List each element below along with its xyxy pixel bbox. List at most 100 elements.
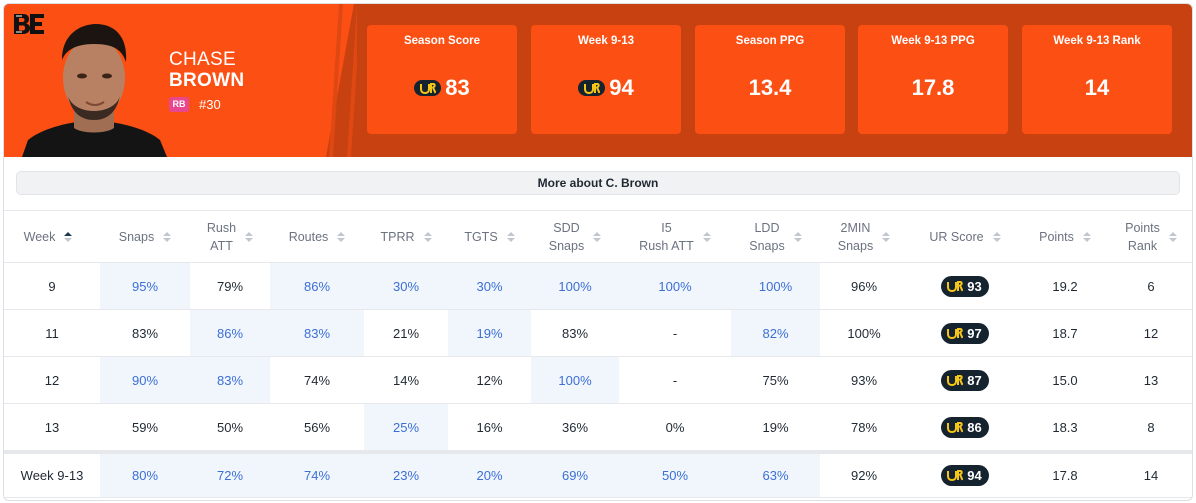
stat-box-season-score: Season Score 83 [367,25,517,134]
column-header-tgts[interactable]: TGTS [448,211,531,263]
cell-snaps: 59% [131,419,159,435]
stat-box-week-ppg: Week 9-13 PPG 17.8 [858,25,1008,134]
cell-tprr: 25% [364,404,448,450]
header-stripe [347,4,357,157]
table-row: 13 59% 50% 56% 25% 16% 36% 0% 19% 78% 86 18.3 8 [4,404,1192,451]
stat-value: 94 [609,75,634,100]
stat-label: Week 9-13 PPG [891,35,975,47]
stat-label: Week 9-13 Rank [1053,35,1141,47]
stat-label: Season Score [403,35,481,47]
column-header-label: I5 Rush ATT [639,221,694,253]
cell-ldd-snaps: 100% [731,263,820,309]
sort-icon[interactable] [793,232,802,242]
cell-points-rank: 12 [1143,325,1159,341]
column-header-label: LDD Snaps [749,221,785,253]
ur-score-badge: 86 [941,416,989,438]
column-header-rush-att[interactable]: Rush ATT [190,211,270,263]
column-header-label: 2MIN Snaps [837,221,874,253]
cell-ur-score: 94 [908,454,1022,497]
column-header-sdd-snaps[interactable]: SDD Snaps [531,211,619,263]
sort-icon[interactable] [702,232,711,242]
cell-points: 19.2 [1052,278,1078,294]
column-header-label: Rush ATT [206,221,237,253]
cell-tgts: 12% [476,372,503,388]
sort-icon[interactable] [337,232,346,242]
column-header-week[interactable]: Week [4,211,96,263]
cell-points-rank: 14 [1143,468,1159,483]
cell-sdd-snaps: 100% [531,357,619,403]
sort-icon[interactable] [64,232,73,242]
cell-tgts: 20% [448,454,531,497]
cell-i5-rush-att: - [672,372,678,388]
sort-icon[interactable] [163,232,172,242]
sort-icon[interactable] [992,232,1001,242]
ur-score-value: 86 [967,419,982,435]
column-header-routes[interactable]: Routes [270,211,364,263]
column-header-2min-snaps[interactable]: 2MIN Snaps [820,211,908,263]
ur-logo-icon [578,80,606,96]
stat-label: Season PPG [735,35,805,47]
ur-logo-icon [947,280,964,292]
cell-tgts: 16% [476,419,503,435]
cell-snaps: 90% [100,357,190,403]
ur-score-badge: 87 [941,369,989,391]
ur-logo-icon [947,421,964,433]
cell-week: 11 [45,325,59,341]
cell-2min-snaps: 78% [850,419,878,435]
cell-tgts: 19% [448,310,531,356]
position-badge: RB [169,97,189,112]
sort-icon[interactable] [882,232,891,242]
player-last-name: BROWN [169,70,245,91]
sort-icon[interactable] [1168,232,1177,242]
sort-icon[interactable] [593,232,602,242]
cell-2min-snaps: 92% [850,468,878,483]
column-header-i5-rush-att[interactable]: I5 Rush ATT [619,211,731,263]
cell-snaps: 95% [100,263,190,309]
ur-logo-icon [947,327,964,339]
cell-routes: 83% [270,310,364,356]
column-header-label: UR Score [929,230,984,244]
ur-logo-icon [947,374,964,386]
cell-snaps: 83% [131,325,159,341]
column-header-label: Routes [288,230,329,244]
sort-icon[interactable] [423,232,432,242]
stat-box-week-rank: Week 9-13 Rank 14 [1022,25,1172,134]
sort-icon[interactable] [245,232,254,242]
cell-points-rank: 13 [1143,372,1159,388]
cell-points: 18.7 [1052,325,1078,341]
stat-label: Week 9-13 [577,35,635,47]
cell-rush-att: 72% [190,454,270,497]
cell-routes: 56% [303,419,331,435]
column-header-snaps[interactable]: Snaps [100,211,190,263]
column-header-ldd-snaps[interactable]: LDD Snaps [731,211,820,263]
cell-routes: 74% [270,454,364,497]
cell-points-rank: 6 [1147,278,1155,294]
cell-points: 18.3 [1052,419,1078,435]
column-header-points[interactable]: Points [1022,211,1108,263]
ur-score-value: 97 [967,325,982,341]
cell-points: 17.8 [1052,468,1078,483]
table-header: Week Snaps Rush ATT Routes TPRR TGTS SDD Snaps… [4,210,1192,263]
player-first-name: CHASE [169,49,236,70]
ur-score-badge: 93 [941,275,989,297]
ur-logo-icon [414,80,442,96]
cell-routes: 74% [303,372,331,388]
column-header-points-rank[interactable]: Points Rank [1108,211,1192,263]
cell-2min-snaps: 96% [850,278,878,294]
player-card: CHASE BROWN RB #30 Season Score 83 Week … [3,3,1193,501]
more-about-button[interactable]: More about C. Brown [16,171,1180,195]
stat-value: 14 [1084,75,1110,100]
column-header-label: TGTS [464,230,498,244]
sort-icon[interactable] [506,232,515,242]
table-row: 11 83% 86% 83% 21% 19% 83% -82% 100% 97 18.7 12 [4,310,1192,357]
player-header: CHASE BROWN RB #30 Season Score 83 Week … [4,4,1192,157]
column-header-ur-score[interactable]: UR Score [908,211,1022,263]
column-header-tprr[interactable]: TPRR [364,211,448,263]
cell-sdd-snaps: 36% [561,419,589,435]
ur-score-badge: 94 [941,465,989,486]
ur-score-value: 94 [967,468,982,483]
bengals-logo-icon[interactable] [12,11,46,37]
column-header-label: Points [1039,230,1074,244]
sort-icon[interactable] [1082,232,1091,242]
cell-rush-att: 50% [216,419,244,435]
